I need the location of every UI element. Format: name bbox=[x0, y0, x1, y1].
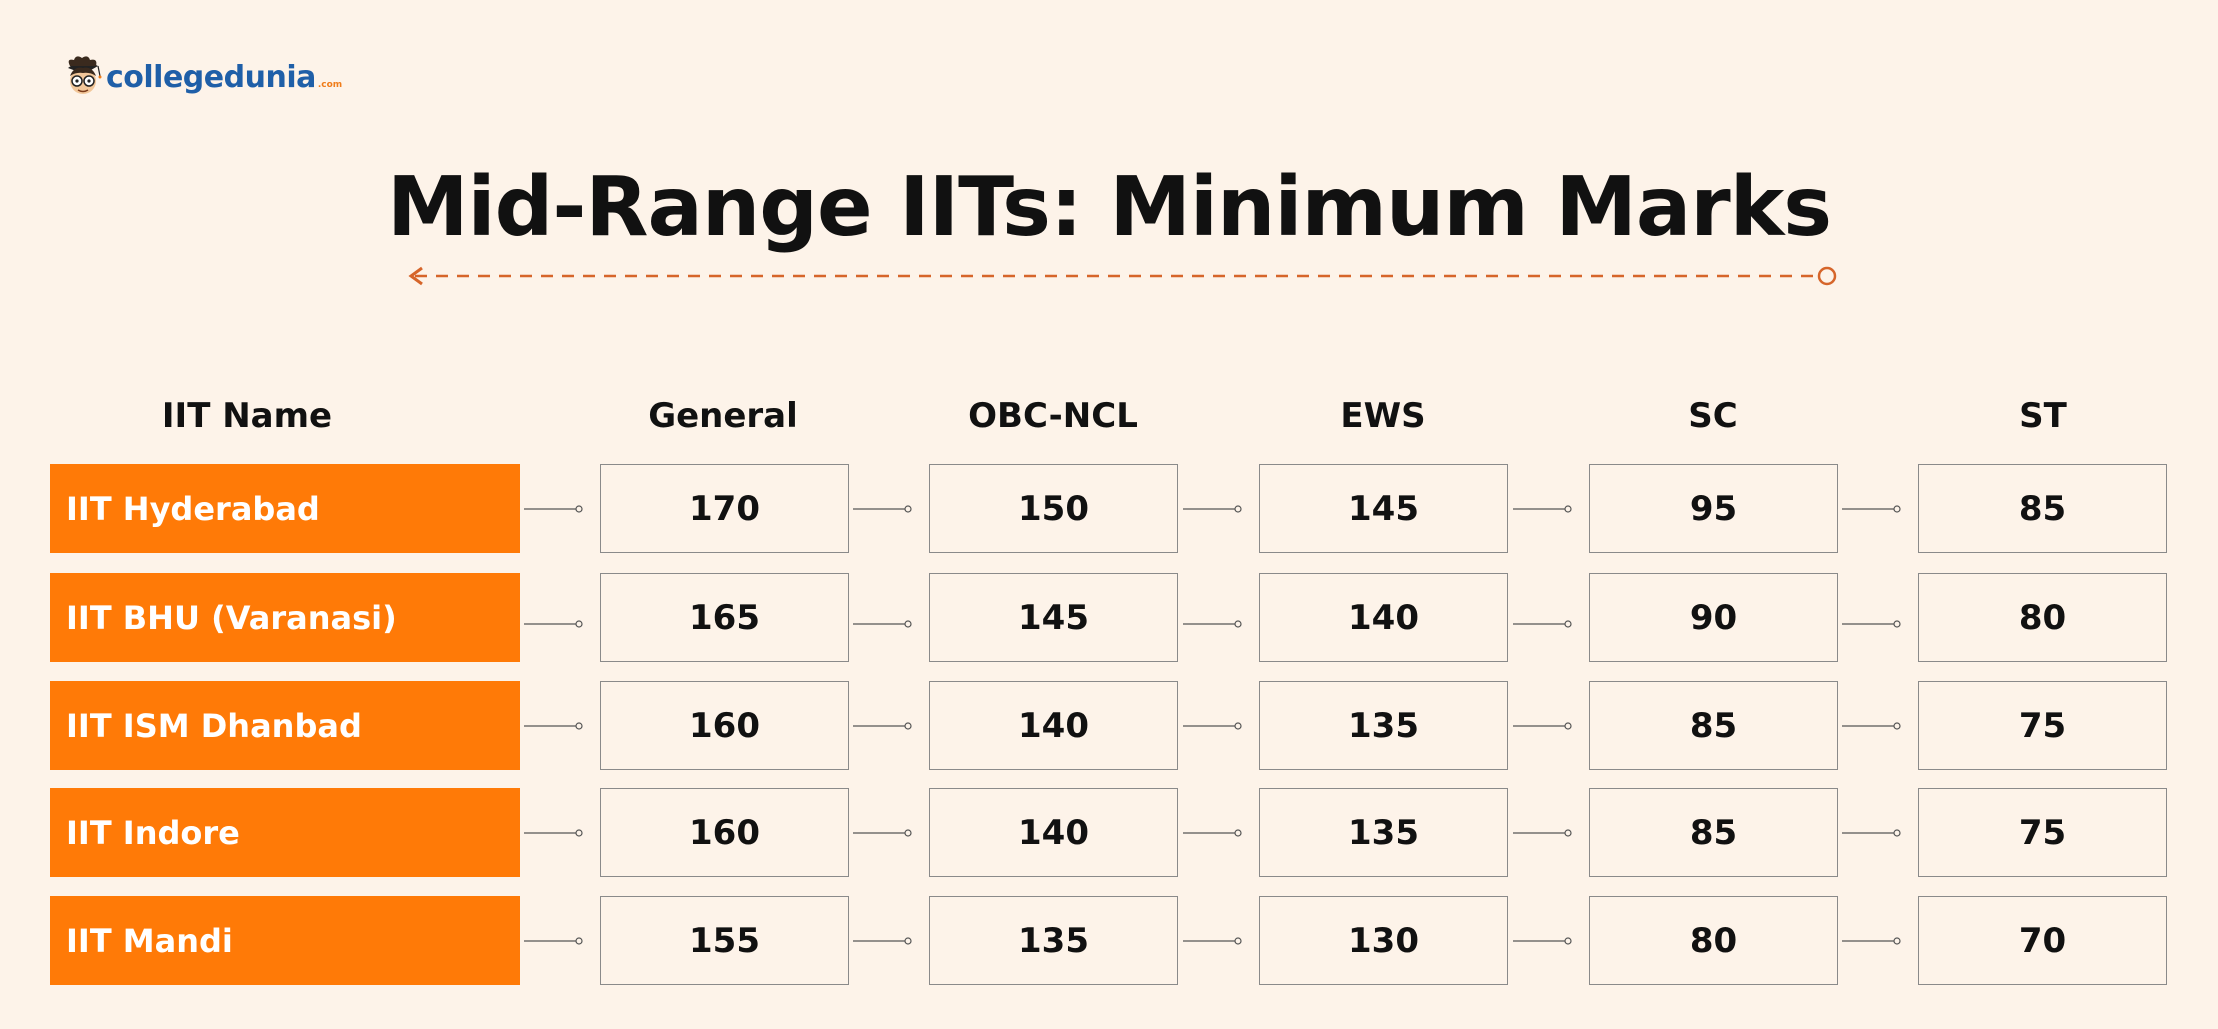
row-connector bbox=[853, 828, 912, 837]
row-connector bbox=[853, 619, 912, 628]
mascot-icon bbox=[68, 56, 102, 94]
marks-cell-sc: 80 bbox=[1589, 896, 1838, 985]
row-connector bbox=[1842, 721, 1901, 730]
iit-name-cell: IIT Indore bbox=[50, 788, 520, 877]
row-connector bbox=[1513, 504, 1572, 513]
row-connector bbox=[1183, 504, 1242, 513]
column-header-sc: SC bbox=[1688, 396, 1738, 436]
row-connector bbox=[1183, 936, 1242, 945]
marks-cell-obc-ncl: 140 bbox=[929, 788, 1178, 877]
iit-name-cell: IIT Mandi bbox=[50, 896, 520, 985]
row-connector bbox=[1842, 936, 1901, 945]
marks-cell-ews: 145 bbox=[1259, 464, 1508, 553]
marks-cell-st: 70 bbox=[1918, 896, 2167, 985]
marks-cell-sc: 85 bbox=[1589, 681, 1838, 770]
logo-text: collegedunia bbox=[106, 59, 316, 95]
column-header-st: ST bbox=[2019, 396, 2067, 436]
row-connector bbox=[853, 721, 912, 730]
row-connector bbox=[1842, 504, 1901, 513]
column-header-obc-ncl: OBC-NCL bbox=[968, 396, 1138, 436]
marks-cell-general: 160 bbox=[600, 788, 849, 877]
row-connector bbox=[1183, 619, 1242, 628]
column-header-general: General bbox=[648, 396, 798, 436]
row-connector bbox=[1183, 721, 1242, 730]
marks-cell-st: 75 bbox=[1918, 788, 2167, 877]
row-connector bbox=[1183, 828, 1242, 837]
page-title: Mid-Range IITs: Minimum Marks bbox=[386, 160, 1832, 255]
marks-cell-sc: 85 bbox=[1589, 788, 1838, 877]
row-connector bbox=[1842, 828, 1901, 837]
row-connector bbox=[524, 504, 583, 513]
row-connector bbox=[524, 721, 583, 730]
row-connector bbox=[853, 504, 912, 513]
iit-name-cell: IIT ISM Dhanbad bbox=[50, 681, 520, 770]
marks-cell-sc: 90 bbox=[1589, 573, 1838, 662]
marks-cell-st: 85 bbox=[1918, 464, 2167, 553]
row-connector bbox=[853, 936, 912, 945]
marks-cell-ews: 130 bbox=[1259, 896, 1508, 985]
marks-cell-obc-ncl: 140 bbox=[929, 681, 1178, 770]
marks-cell-obc-ncl: 145 bbox=[929, 573, 1178, 662]
title-underline bbox=[408, 266, 1837, 286]
row-connector bbox=[1513, 828, 1572, 837]
marks-cell-sc: 95 bbox=[1589, 464, 1838, 553]
marks-cell-ews: 135 bbox=[1259, 788, 1508, 877]
marks-cell-ews: 135 bbox=[1259, 681, 1508, 770]
iit-name-cell: IIT Hyderabad bbox=[50, 464, 520, 553]
marks-cell-ews: 140 bbox=[1259, 573, 1508, 662]
row-connector bbox=[1513, 936, 1572, 945]
row-connector bbox=[1513, 721, 1572, 730]
marks-cell-obc-ncl: 135 bbox=[929, 896, 1178, 985]
row-connector bbox=[1842, 619, 1901, 628]
marks-cell-st: 75 bbox=[1918, 681, 2167, 770]
row-connector bbox=[1513, 619, 1572, 628]
row-connector bbox=[524, 619, 583, 628]
row-connector bbox=[524, 936, 583, 945]
marks-cell-general: 155 bbox=[600, 896, 849, 985]
iit-name-cell: IIT BHU (Varanasi) bbox=[50, 573, 520, 662]
marks-cell-obc-ncl: 150 bbox=[929, 464, 1178, 553]
marks-cell-general: 165 bbox=[600, 573, 849, 662]
marks-cell-st: 80 bbox=[1918, 573, 2167, 662]
column-header-iit-name: IIT Name bbox=[161, 396, 333, 436]
marks-cell-general: 160 bbox=[600, 681, 849, 770]
row-connector bbox=[524, 828, 583, 837]
column-header-ews: EWS bbox=[1340, 396, 1426, 436]
logo[interactable]: collegedunia .com bbox=[62, 52, 342, 102]
logo-suffix: .com bbox=[317, 80, 343, 90]
marks-cell-general: 170 bbox=[600, 464, 849, 553]
